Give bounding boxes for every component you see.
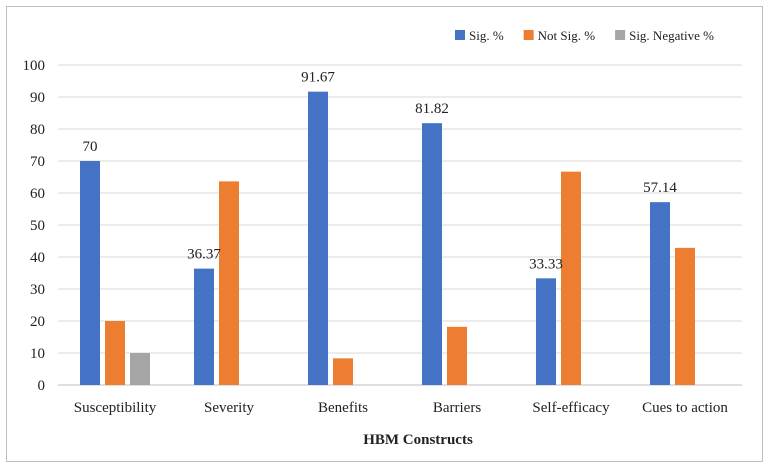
bar-sig-severity [194,268,214,385]
y-tick-label: 100 [23,58,46,74]
bars [80,91,695,386]
x-category-label: Benefits [318,400,368,416]
bar-sig-benefits [308,91,328,385]
y-tick-label: 20 [30,314,45,330]
legend-label: Not Sig. % [538,28,596,43]
y-axis-ticks: 0 10 20 30 40 50 60 70 80 90 100 [23,58,46,394]
y-tick-label: 90 [30,90,45,106]
legend-swatch [615,30,626,40]
x-axis-title: HBM Constructs [363,432,473,448]
bar-not-sig-cues-to-action [675,247,695,385]
y-tick-label: 0 [38,378,46,394]
bar-sig-negative-susceptibility [130,353,150,385]
data-label: 81.82 [415,101,449,117]
bar-sig-self-efficacy [536,278,556,385]
legend-swatch [523,30,534,40]
bar-not-sig-severity [219,181,239,385]
x-category-label: Cues to action [642,400,728,416]
y-tick-label: 10 [30,346,45,362]
x-category-label: Barriers [433,400,481,416]
y-tick-label: 80 [30,122,45,138]
data-label: 33.33 [529,256,563,272]
legend-label: Sig. % [469,28,504,43]
y-tick-label: 30 [30,282,45,298]
bar-not-sig-benefits [333,358,353,385]
bar-not-sig-barriers [447,326,467,385]
data-label: 36.37 [187,247,221,263]
bar-sig-susceptibility [80,161,100,385]
y-tick-label: 50 [30,218,45,234]
legend-label: Sig. Negative % [629,28,714,43]
x-category-label: Self-efficacy [532,400,610,416]
gridlines [58,64,742,386]
bar-sig-barriers [422,123,442,386]
bar-not-sig-self-efficacy [561,171,581,385]
chart-frame [6,6,763,462]
y-tick-label: 40 [30,250,45,266]
y-tick-label: 70 [30,154,45,170]
x-category-label: Severity [204,400,254,416]
legend-swatch [455,30,465,40]
bar-sig-cues-to-action [650,202,670,385]
y-tick-label: 60 [30,186,45,202]
data-labels: 70 36.37 91.67 81.82 33.33 57.14 [83,70,678,273]
x-axis-categories: Susceptibility Severity Benefits Barriers Se… [74,400,729,416]
bar-not-sig-susceptibility [105,321,125,385]
data-label: 70 [83,139,98,155]
data-label: 91.67 [301,70,335,86]
data-label: 57.14 [643,180,677,196]
legend: Sig. % Not Sig. % Sig. Negative % [455,28,714,43]
x-category-label: Susceptibility [74,400,157,416]
